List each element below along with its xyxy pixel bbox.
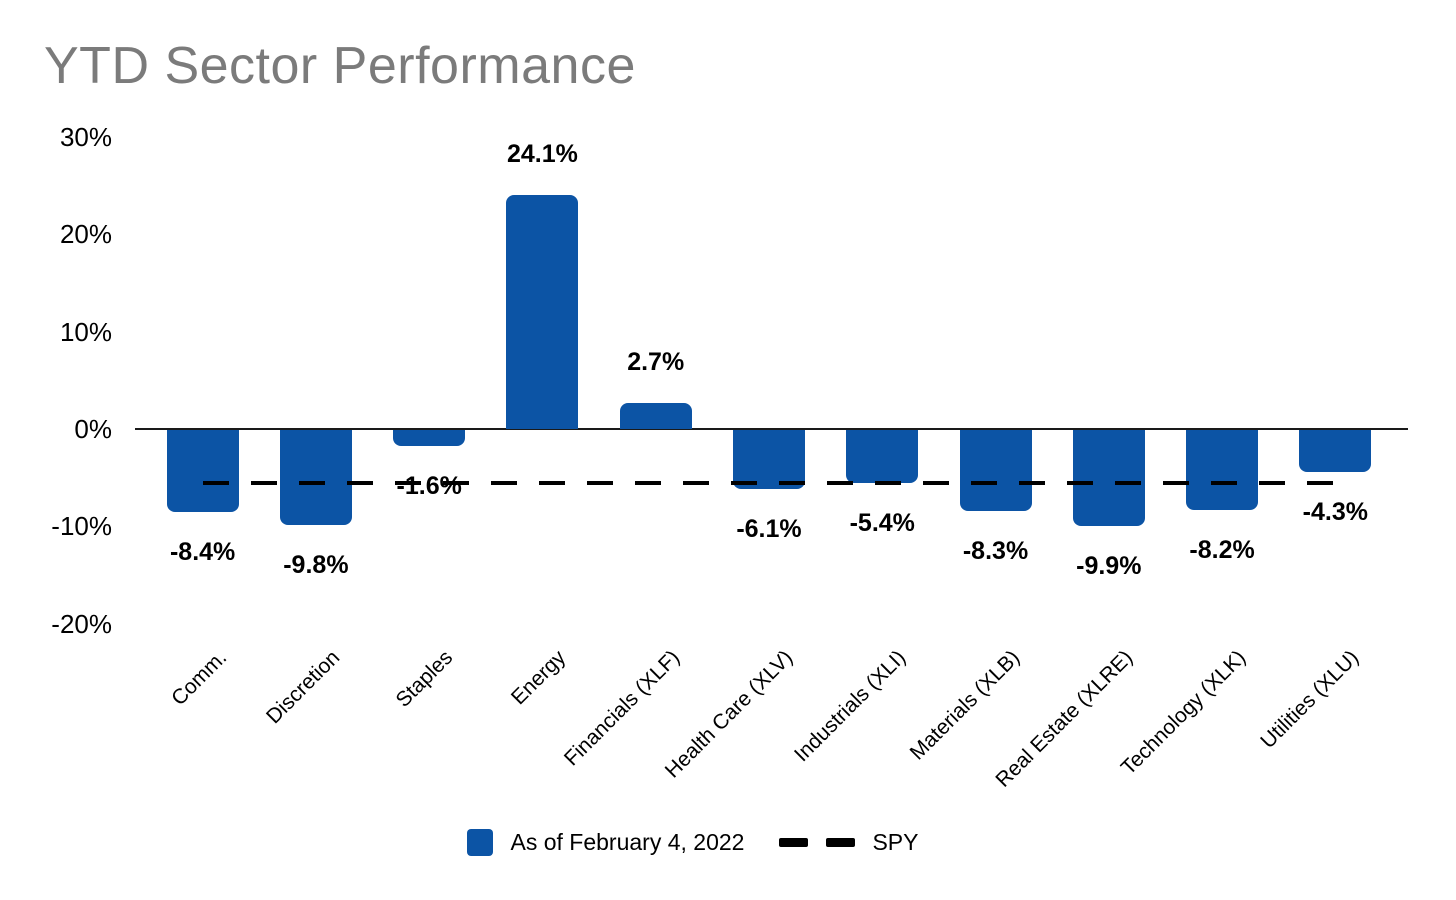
spy-reference-line xyxy=(202,481,1336,486)
spy-dash-icon xyxy=(779,837,856,847)
bar-series-legend-label: As of February 4, 2022 xyxy=(510,828,745,855)
bar-staples xyxy=(393,430,466,446)
bar-comm- xyxy=(166,430,239,512)
bar-energy xyxy=(506,194,579,429)
x-axis-line xyxy=(135,428,1408,430)
bar-discretion xyxy=(279,430,352,526)
y-axis-tick-label: -20% xyxy=(51,608,112,639)
value-label: 24.1% xyxy=(506,139,578,168)
value-label: -8.4% xyxy=(169,537,236,566)
bar-utilities-xlu- xyxy=(1299,430,1372,472)
y-axis-tick-label: 10% xyxy=(59,316,112,347)
y-axis-tick-label: 0% xyxy=(74,414,112,444)
value-label: -1.6% xyxy=(396,471,462,500)
bar-health-care-xlv- xyxy=(732,430,805,490)
bar-industrials-xli- xyxy=(846,430,919,483)
bar-real-estate-xlre- xyxy=(1072,430,1145,527)
y-axis-tick-label: 30% xyxy=(59,122,112,153)
value-label: -9.8% xyxy=(283,551,349,580)
value-label: -9.9% xyxy=(1076,552,1142,581)
bar-financials-xlf- xyxy=(619,402,692,429)
value-label: -6.1% xyxy=(736,515,802,544)
value-label: 2.7% xyxy=(627,347,685,376)
value-label: -8.3% xyxy=(962,536,1029,565)
value-label: -4.3% xyxy=(1302,497,1368,526)
value-label: -8.2% xyxy=(1189,535,1255,564)
bar-series-swatch-icon xyxy=(466,828,493,856)
y-axis-tick-label: 20% xyxy=(59,219,112,250)
y-axis-tick-label: -10% xyxy=(51,511,112,542)
bar-technology-xlk- xyxy=(1186,430,1259,510)
spy-legend-label: SPY xyxy=(872,828,919,855)
bar-materials-xlb- xyxy=(959,430,1032,511)
chart-title: YTD Sector Performance xyxy=(44,37,636,95)
legend: As of February 4, 2022 SPY xyxy=(0,822,1385,862)
value-label: -5.4% xyxy=(849,508,915,537)
